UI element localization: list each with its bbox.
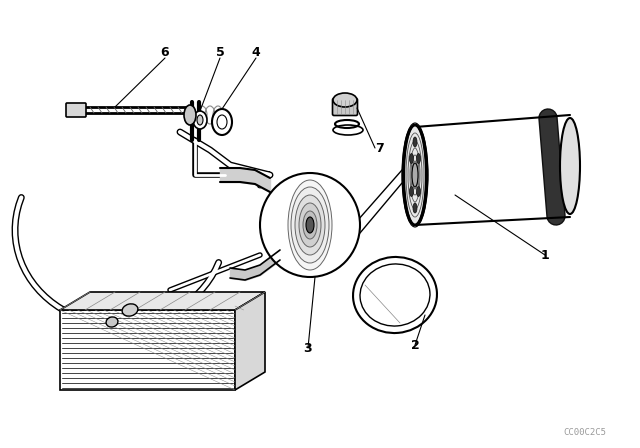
Ellipse shape bbox=[260, 173, 360, 277]
Ellipse shape bbox=[106, 317, 118, 327]
Bar bbox=[60, 310, 235, 390]
FancyBboxPatch shape bbox=[66, 103, 86, 117]
FancyBboxPatch shape bbox=[333, 99, 358, 116]
Ellipse shape bbox=[295, 195, 325, 255]
Ellipse shape bbox=[212, 109, 232, 135]
Ellipse shape bbox=[303, 211, 317, 239]
Ellipse shape bbox=[410, 186, 413, 197]
Ellipse shape bbox=[299, 203, 321, 247]
Text: 4: 4 bbox=[252, 46, 260, 59]
Ellipse shape bbox=[184, 105, 196, 125]
Ellipse shape bbox=[333, 93, 357, 107]
Ellipse shape bbox=[306, 217, 314, 233]
Polygon shape bbox=[235, 292, 265, 390]
Text: 3: 3 bbox=[304, 341, 312, 354]
Ellipse shape bbox=[413, 203, 417, 213]
Ellipse shape bbox=[197, 115, 203, 125]
Text: 7: 7 bbox=[376, 142, 385, 155]
Ellipse shape bbox=[417, 186, 420, 197]
Text: 5: 5 bbox=[216, 46, 225, 59]
Ellipse shape bbox=[413, 137, 417, 147]
Polygon shape bbox=[415, 117, 570, 225]
Ellipse shape bbox=[417, 154, 420, 164]
Text: CC00C2C5: CC00C2C5 bbox=[563, 427, 607, 436]
Ellipse shape bbox=[307, 218, 313, 232]
Ellipse shape bbox=[122, 304, 138, 316]
Ellipse shape bbox=[193, 111, 207, 129]
Ellipse shape bbox=[291, 187, 329, 263]
Text: 2: 2 bbox=[411, 339, 419, 352]
Text: 1: 1 bbox=[541, 249, 549, 262]
Polygon shape bbox=[60, 292, 265, 310]
Ellipse shape bbox=[353, 257, 437, 333]
Text: 6: 6 bbox=[161, 46, 170, 59]
Ellipse shape bbox=[412, 163, 418, 187]
Ellipse shape bbox=[288, 180, 332, 270]
Ellipse shape bbox=[560, 118, 580, 214]
Ellipse shape bbox=[404, 125, 426, 225]
Ellipse shape bbox=[410, 154, 413, 164]
